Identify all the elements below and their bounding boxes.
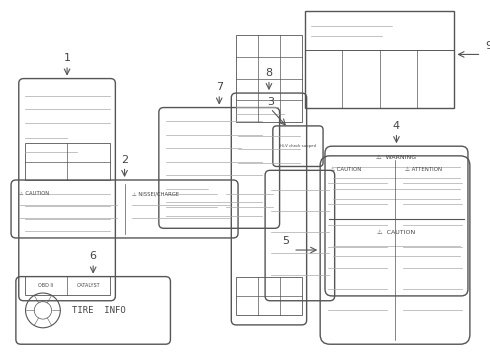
Text: 2: 2 — [121, 154, 128, 165]
Bar — [24, 143, 110, 180]
Text: 1: 1 — [64, 53, 71, 63]
Bar — [24, 276, 110, 295]
Bar — [305, 11, 454, 108]
Text: ⚠  CAUTION: ⚠ CAUTION — [377, 230, 416, 235]
Bar — [236, 35, 302, 122]
Text: TIRE  INFO: TIRE INFO — [72, 306, 125, 315]
Text: 4: 4 — [393, 121, 400, 131]
Text: 7: 7 — [216, 82, 223, 92]
Text: CATALYST: CATALYST — [76, 283, 100, 288]
Text: 5: 5 — [282, 236, 289, 246]
Text: ⚠ CAUTION: ⚠ CAUTION — [330, 167, 361, 172]
Text: 9: 9 — [486, 41, 490, 50]
Bar — [236, 276, 302, 315]
Text: Hi-V check supped: Hi-V check supped — [280, 144, 316, 148]
Text: ⚠ ATTENTION: ⚠ ATTENTION — [405, 167, 442, 172]
Text: ⚠ NISSEI/CHARGE: ⚠ NISSEI/CHARGE — [132, 191, 179, 196]
Text: ⚠ CAUTION: ⚠ CAUTION — [19, 191, 49, 196]
Text: 8: 8 — [266, 68, 272, 78]
Text: ⚠  WARNING: ⚠ WARNING — [376, 155, 416, 160]
Text: 6: 6 — [90, 251, 97, 261]
Text: OBD II: OBD II — [38, 283, 53, 288]
Text: 3: 3 — [267, 96, 274, 107]
